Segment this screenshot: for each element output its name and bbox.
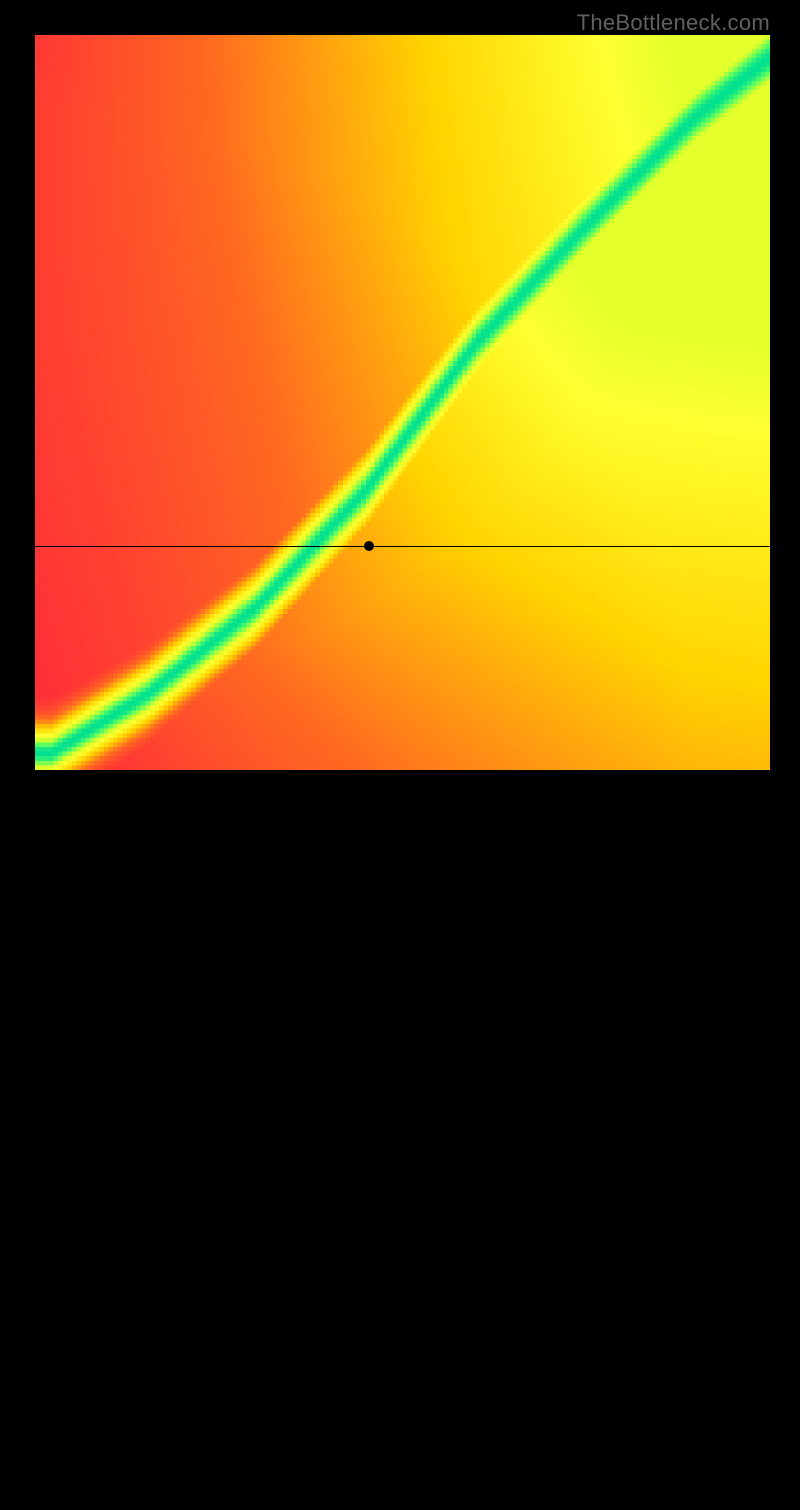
watermark-label: TheBottleneck.com bbox=[577, 10, 770, 36]
crosshair-vertical bbox=[369, 775, 370, 1510]
heatmap-plot bbox=[35, 35, 770, 770]
heatmap-canvas bbox=[35, 35, 770, 770]
crosshair-horizontal bbox=[35, 546, 770, 547]
crosshair-marker bbox=[364, 541, 374, 551]
